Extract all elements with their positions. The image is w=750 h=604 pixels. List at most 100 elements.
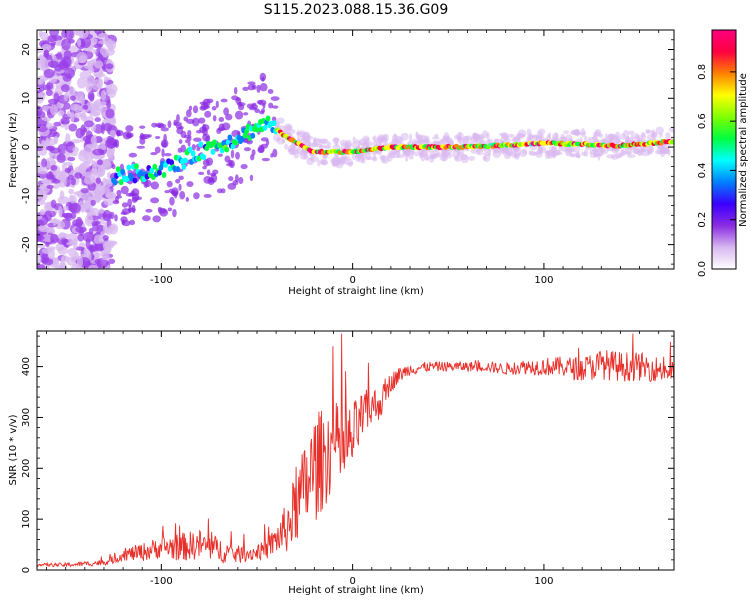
- heatmap-cell: [82, 231, 95, 243]
- heatmap-cell: [372, 152, 376, 161]
- heatmap-cell: [89, 207, 100, 218]
- heatmap-cell: [316, 143, 322, 148]
- heatmap-cell: [63, 238, 70, 248]
- heatmap-cell: [134, 196, 143, 201]
- heatmap-cell: [60, 84, 70, 93]
- heatmap-cell: [121, 202, 129, 208]
- heatmap-cell: [126, 164, 132, 171]
- spectrogram-cells: [37, 30, 674, 269]
- heatmap-cell: [90, 167, 98, 179]
- y-tick-label: 0: [21, 567, 32, 573]
- heatmap-cell: [78, 227, 85, 237]
- heatmap-cell: [139, 134, 147, 140]
- y-tick-label: 20: [21, 43, 32, 56]
- colorbar-tick-label: 0.6: [697, 113, 708, 129]
- heatmap-cell: [142, 215, 151, 222]
- heatmap-cell: [68, 123, 78, 132]
- heatmap-cell: [108, 258, 116, 265]
- heatmap-cell: [623, 129, 630, 138]
- heatmap-cell: [46, 145, 56, 151]
- heatmap-cell: [671, 139, 674, 144]
- heatmap-cell: [59, 190, 65, 200]
- heatmap-cell: [38, 183, 47, 191]
- x-tick-label: 0: [349, 576, 355, 587]
- heatmap-cell: [630, 134, 635, 139]
- heatmap-cell: [105, 48, 115, 56]
- heatmap-cell: [355, 154, 363, 160]
- heatmap-cell: [244, 128, 250, 135]
- heatmap-cell: [120, 168, 126, 175]
- heatmap-cell: [50, 164, 58, 171]
- snr-x-axis-label: Height of straight line (km): [288, 585, 424, 596]
- heatmap-cell: [37, 166, 48, 175]
- heatmap-cell: [57, 110, 65, 117]
- heatmap-cell: [111, 163, 116, 170]
- heatmap-cell: [205, 157, 214, 166]
- heatmap-cell: [70, 95, 76, 101]
- heatmap-cell: [102, 240, 109, 250]
- heatmap-cell: [76, 256, 84, 268]
- heatmap-cell: [583, 149, 589, 157]
- heatmap-cell: [84, 200, 91, 206]
- heatmap-cell: [402, 148, 412, 155]
- heatmap-cell: [41, 247, 53, 255]
- heatmap-cell: [80, 124, 86, 136]
- heatmap-cell: [129, 219, 136, 226]
- heatmap-cell: [98, 40, 109, 45]
- heatmap-cell: [150, 181, 159, 190]
- heatmap-cell: [116, 195, 123, 199]
- heatmap-cell: [613, 147, 620, 152]
- heatmap-cell: [46, 138, 58, 146]
- heatmap-cell: [56, 39, 61, 45]
- x-tick-label: 100: [534, 576, 553, 587]
- heatmap-cell: [46, 184, 54, 189]
- heatmap-cell: [235, 151, 240, 160]
- heatmap-cell: [186, 181, 194, 188]
- heatmap-cell: [145, 208, 153, 213]
- heatmap-cell: [204, 110, 212, 118]
- heatmap-cell: [44, 210, 53, 222]
- heatmap-cell: [85, 159, 96, 164]
- heatmap-cell: [498, 132, 508, 137]
- heatmap-cell: [37, 123, 49, 133]
- heatmap-cell: [179, 191, 186, 200]
- heatmap-cell: [265, 115, 271, 122]
- heatmap-cell: [193, 137, 202, 142]
- heatmap-cell: [130, 190, 135, 196]
- x-tick-label: 0: [349, 275, 355, 286]
- heatmap-cell: [43, 49, 50, 58]
- heatmap-cell: [198, 141, 204, 148]
- heatmap-cell: [355, 139, 359, 144]
- heatmap-cell: [70, 212, 77, 219]
- heatmap-cell: [646, 145, 655, 155]
- heatmap-cell: [268, 102, 274, 109]
- heatmap-cell: [641, 133, 647, 141]
- heatmap-cell: [41, 252, 50, 264]
- heatmap-cell: [136, 145, 146, 149]
- heatmap-cell: [188, 105, 193, 111]
- heatmap-cell: [121, 208, 131, 215]
- heatmap-cell: [98, 101, 107, 106]
- heatmap-cell: [112, 179, 118, 186]
- heatmap-cell: [90, 135, 97, 145]
- heatmap-cell: [70, 177, 76, 186]
- heatmap-cell: [102, 210, 112, 222]
- y-tick-label: 0: [21, 144, 32, 150]
- y-tick-label: 200: [21, 459, 32, 478]
- heatmap-cell: [112, 142, 118, 147]
- heatmap-cell: [46, 82, 54, 90]
- heatmap-cell: [37, 55, 47, 66]
- heatmap-cell: [580, 128, 586, 138]
- heatmap-cell: [90, 199, 96, 206]
- heatmap-cell: [326, 141, 332, 146]
- x-tick-label: 100: [534, 275, 553, 286]
- heatmap-cell: [225, 113, 233, 121]
- heatmap-cell: [87, 195, 94, 201]
- heatmap-cell: [138, 170, 144, 177]
- heatmap-cell: [76, 77, 87, 89]
- heatmap-cell: [70, 195, 77, 205]
- heatmap-cell: [344, 141, 352, 149]
- heatmap-cell: [220, 98, 228, 103]
- heatmap-cell: [218, 123, 225, 131]
